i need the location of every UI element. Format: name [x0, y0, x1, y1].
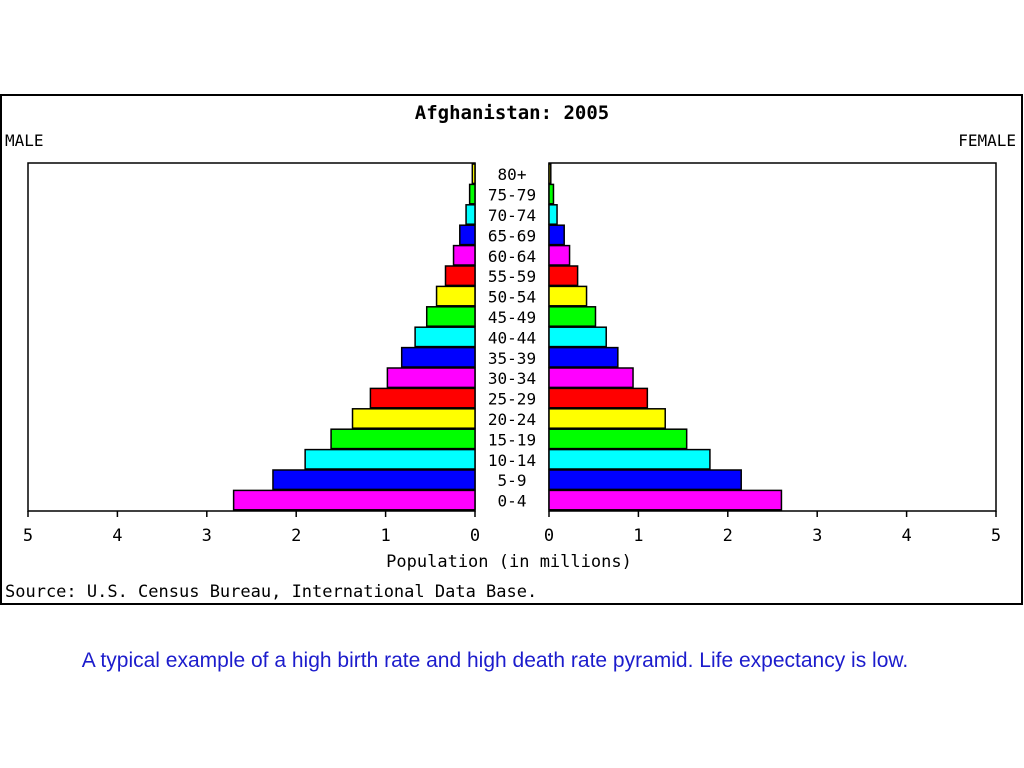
female-tick-label: 2	[723, 526, 733, 546]
male-bar-10-14	[304, 448, 476, 470]
male-bar-60-64	[452, 244, 476, 266]
age-label: 50-54	[488, 288, 536, 307]
male-tick-label: 2	[291, 526, 301, 546]
male-bar-20-24	[351, 408, 476, 429]
age-label: 40-44	[488, 328, 536, 347]
age-label: 20-24	[488, 410, 536, 429]
age-label: 55-59	[488, 267, 536, 286]
female-label: FEMALE	[958, 131, 1016, 150]
female-bar-40-44	[548, 326, 607, 348]
age-label: 10-14	[488, 451, 536, 470]
male-bar-80+	[471, 163, 476, 185]
age-label: 0-4	[498, 492, 527, 511]
male-tick-label: 4	[112, 526, 122, 546]
female-bar-20-24	[548, 408, 666, 429]
x-axis-label: Population (in millions)	[386, 552, 632, 572]
male-tick-label: 1	[380, 526, 390, 546]
caption-text: A typical example of a high birth rate a…	[81, 649, 909, 672]
population-pyramid-chart: Afghanistan: 2005 MALE FEMALE 80+ 75-7970…	[0, 94, 1023, 605]
male-bar-30-34	[386, 367, 476, 389]
chart-title: Afghanistan: 2005	[415, 102, 609, 124]
bars-group	[232, 163, 783, 511]
age-label: 60-64	[488, 247, 536, 266]
age-label: 65-69	[488, 226, 536, 245]
age-label: 75-79	[488, 186, 536, 205]
female-bar-80+	[548, 163, 552, 185]
chart-border	[0, 94, 1023, 605]
female-bar-70-74	[548, 204, 558, 225]
male-tick-label: 0	[470, 526, 480, 546]
male-bar-65-69	[459, 224, 476, 246]
female-bar-35-39	[548, 346, 619, 368]
male-tick-label: 5	[23, 526, 33, 546]
male-bar-5-9	[272, 469, 476, 491]
female-bar-65-69	[548, 224, 565, 246]
female-tick-label: 3	[812, 526, 822, 546]
male-bar-15-19	[330, 428, 476, 450]
male-bar-55-59	[444, 265, 476, 287]
female-tick-label: 1	[633, 526, 643, 546]
age-label: 15-19	[488, 430, 536, 449]
female-bar-45-49	[548, 306, 597, 327]
female-bar-55-59	[548, 265, 579, 287]
female-tick-label: 5	[991, 526, 1001, 546]
age-label: 35-39	[488, 349, 536, 368]
female-tick-label: 4	[901, 526, 911, 546]
female-bar-60-64	[548, 244, 571, 266]
male-bar-45-49	[425, 306, 476, 327]
female-bar-5-9	[548, 469, 742, 491]
age-label: 30-34	[488, 369, 536, 388]
female-tick-label: 0	[544, 526, 554, 546]
source-note: Source: U.S. Census Bureau, Internationa…	[5, 582, 537, 602]
age-label: 5-9	[498, 471, 527, 490]
age-label: 45-49	[488, 308, 536, 327]
male-bar-50-54	[435, 285, 476, 307]
female-bar-50-54	[548, 285, 588, 307]
male-tick-label: 3	[202, 526, 212, 546]
age-label: 80+	[498, 165, 527, 184]
male-bar-40-44	[414, 326, 476, 348]
female-bar-75-79	[548, 183, 555, 205]
female-bar-30-34	[548, 367, 634, 389]
male-bar-70-74	[465, 204, 476, 225]
age-label: 70-74	[488, 206, 536, 225]
male-bar-35-39	[400, 346, 476, 368]
female-bar-15-19	[548, 428, 688, 450]
male-bar-75-79	[468, 183, 476, 205]
axis-ticks-group: 5 4 3 2 1 0 0 1 2 3 4 5	[23, 511, 1001, 546]
female-bar-25-29	[548, 387, 649, 409]
male-bar-25-29	[369, 387, 476, 409]
male-bar-0-4	[232, 489, 476, 511]
female-bar-10-14	[548, 448, 711, 470]
age-label: 25-29	[488, 390, 536, 409]
male-label: MALE	[5, 131, 44, 150]
female-bar-0-4	[548, 489, 783, 511]
